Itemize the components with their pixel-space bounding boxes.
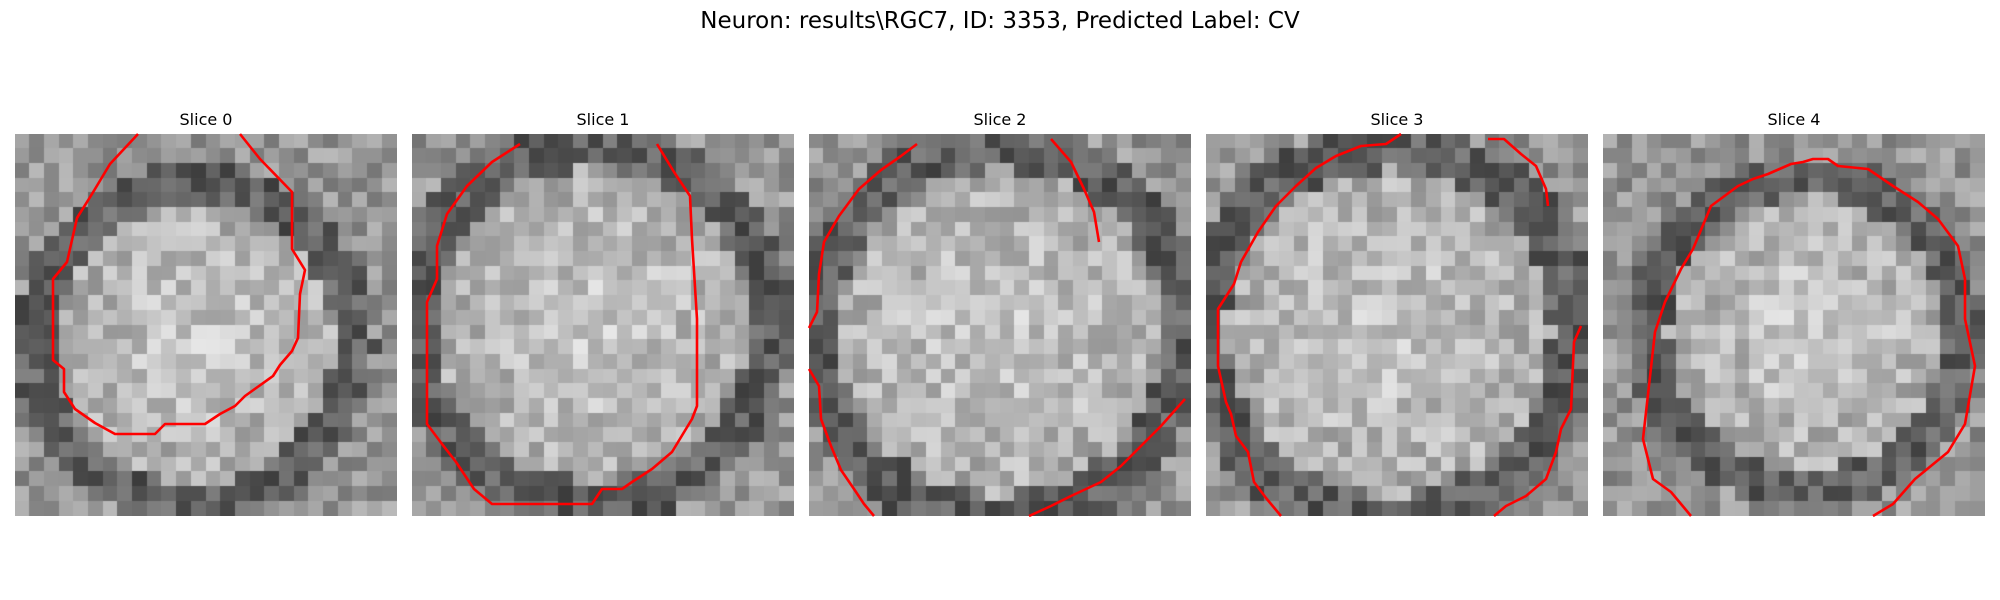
slice-image-1 [412,134,794,516]
slice-panel-4: Slice 4 [1603,108,1985,518]
slice-title-1: Slice 1 [576,110,630,129]
slice-title-4: Slice 4 [1767,110,1821,129]
slice-image-3 [1206,134,1588,516]
slice-title-0: Slice 0 [179,110,233,129]
contour-overlay-1 [425,142,699,506]
slice-title-3: Slice 3 [1370,110,1424,129]
figure-title: Neuron: results\RGC7, ID: 3353, Predicte… [700,8,1300,34]
neuron-contour-2b [807,368,875,517]
slice-panel-1: Slice 1 [412,108,794,516]
slice-panel-2: Slice 2 [807,108,1191,518]
neuron-contour-1 [425,142,699,506]
slice-panel-0: Slice 0 [15,108,397,516]
slice-image-2 [809,134,1191,516]
contour-overlay-4 [1641,157,1977,518]
neuron-contour-0 [51,133,307,436]
slice-image-0 [15,134,397,516]
neuron-contour-2c [1050,138,1101,243]
neuron-contour-2a [807,142,918,329]
contour-overlay-2 [807,138,1186,518]
slice-panel-3: Slice 3 [1206,108,1588,517]
neuron-contour-3b [1488,137,1550,207]
neuron-contour-4 [1641,157,1977,518]
slice-image-4 [1603,134,1985,516]
contour-overlay-3 [1216,132,1583,517]
neuron-contour-3c [1493,325,1583,517]
contour-overlay-0 [51,133,307,436]
slice-title-2: Slice 2 [973,110,1027,129]
neuron-contour-3a [1216,132,1402,517]
neuron-contour-2d [1028,398,1186,518]
